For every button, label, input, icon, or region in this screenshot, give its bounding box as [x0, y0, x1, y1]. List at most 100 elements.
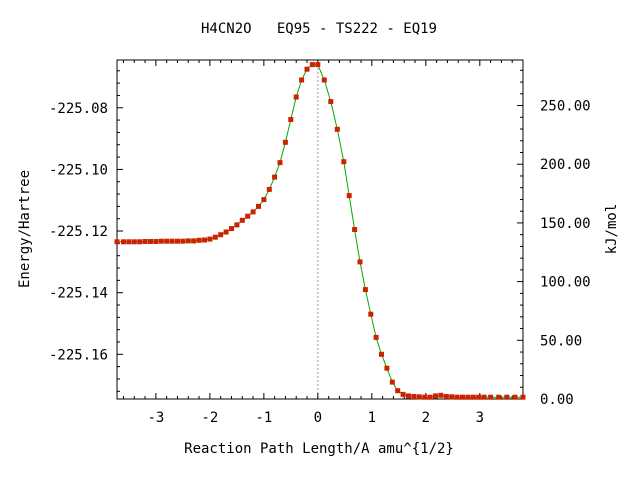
- data-point: [488, 394, 494, 400]
- data-point: [341, 159, 347, 165]
- data-point: [185, 238, 191, 244]
- data-point: [411, 394, 417, 399]
- data-point: [422, 394, 428, 400]
- data-point: [328, 99, 334, 105]
- y2-tick-labels: 0.00 50.00 100.00 150.00 200.00 250.00: [540, 99, 591, 408]
- data-point: [142, 239, 148, 244]
- data-point: [196, 237, 202, 243]
- data-point: [416, 394, 422, 400]
- data-point: [346, 193, 352, 199]
- data-point: [352, 227, 358, 232]
- data-point: [449, 394, 455, 400]
- x-tick-label: 0: [314, 410, 322, 426]
- y2-tick-label: 150.00: [540, 216, 591, 232]
- data-point: [470, 394, 476, 400]
- x-tick-label: -2: [201, 410, 218, 426]
- data-point: [207, 236, 213, 242]
- data-point: [481, 394, 487, 400]
- data-point: [304, 66, 310, 72]
- data-point: [137, 239, 143, 245]
- axis-ticks: [117, 60, 523, 400]
- data-point: [282, 139, 288, 145]
- data-point: [218, 232, 224, 238]
- data-point: [362, 287, 368, 293]
- data-point: [121, 239, 126, 245]
- data-point: [373, 334, 379, 340]
- y2-axis-label: kJ/mol: [604, 204, 620, 255]
- data-point: [180, 238, 186, 244]
- data-point: [293, 94, 299, 100]
- data-point: [400, 391, 406, 397]
- y2-tick-label: 0.00: [540, 392, 574, 408]
- data-point: [460, 394, 465, 400]
- y-axis-label: Energy/Hartree: [17, 170, 33, 288]
- data-point: [504, 394, 510, 400]
- data-point: [158, 238, 164, 244]
- y-tick-labels: -225.08 -225.10 -225.12 -225.14 -225.16: [49, 101, 108, 364]
- y-tick-label: -225.10: [49, 162, 108, 178]
- data-point: [379, 351, 384, 357]
- data-point: [520, 394, 526, 400]
- y2-tick-label: 200.00: [540, 157, 591, 173]
- data-point: [239, 217, 245, 223]
- x-tick-label: -3: [147, 410, 164, 426]
- data-point: [229, 226, 234, 232]
- data-point: [126, 239, 132, 245]
- data-point: [476, 394, 482, 400]
- x-tick-label: 3: [476, 410, 484, 426]
- plot-frame: [116, 59, 524, 400]
- x-axis-label: Reaction Path Length/A amu^{1/2}: [184, 441, 454, 457]
- y-tick-label: -225.12: [49, 224, 108, 240]
- y-tick-label: -225.16: [49, 347, 108, 363]
- data-point: [266, 186, 272, 192]
- data-point: [175, 238, 180, 244]
- data-point: [169, 238, 175, 244]
- data-point: [438, 392, 444, 398]
- data-point: [223, 229, 229, 235]
- data-point: [191, 238, 197, 244]
- data-point: [384, 365, 390, 371]
- y-tick-label: -225.14: [49, 286, 108, 302]
- data-point: [245, 213, 251, 219]
- data-point: [131, 239, 137, 245]
- data-point: [443, 394, 449, 399]
- data-point: [512, 394, 518, 400]
- data-point: [299, 77, 305, 83]
- data-point: [261, 197, 267, 203]
- data-points: [114, 62, 526, 400]
- data-point: [148, 239, 153, 244]
- data-point: [321, 77, 327, 83]
- data-point: [288, 117, 294, 122]
- data-point: [334, 126, 340, 132]
- x-tick-labels: -3 -2 -1 0 1 2 3: [147, 410, 484, 426]
- data-point: [315, 62, 321, 68]
- data-point: [454, 394, 460, 400]
- y2-tick-label: 50.00: [540, 333, 582, 349]
- data-point: [164, 238, 170, 244]
- data-point: [114, 239, 120, 245]
- chart-title: H4CN2O EQ95 - TS222 - EQ19: [201, 21, 437, 37]
- y2-tick-label: 250.00: [540, 99, 591, 115]
- data-point: [277, 160, 283, 166]
- data-point: [465, 394, 471, 400]
- data-point: [433, 393, 438, 399]
- y-tick-label: -225.08: [49, 101, 108, 117]
- data-point: [153, 239, 159, 244]
- data-point: [250, 209, 256, 215]
- data-point: [357, 259, 363, 265]
- data-point: [212, 234, 218, 240]
- data-point: [395, 388, 401, 394]
- data-point: [368, 311, 374, 317]
- x-tick-label: 2: [422, 410, 430, 426]
- data-point: [309, 62, 315, 68]
- data-point: [427, 394, 433, 400]
- data-point: [234, 222, 240, 228]
- data-point: [256, 203, 261, 209]
- y2-tick-label: 100.00: [540, 275, 591, 291]
- x-tick-label: -1: [255, 410, 272, 426]
- energy-curve: [117, 64, 523, 398]
- data-point: [496, 394, 502, 400]
- data-point: [389, 379, 395, 385]
- data-point: [202, 237, 207, 243]
